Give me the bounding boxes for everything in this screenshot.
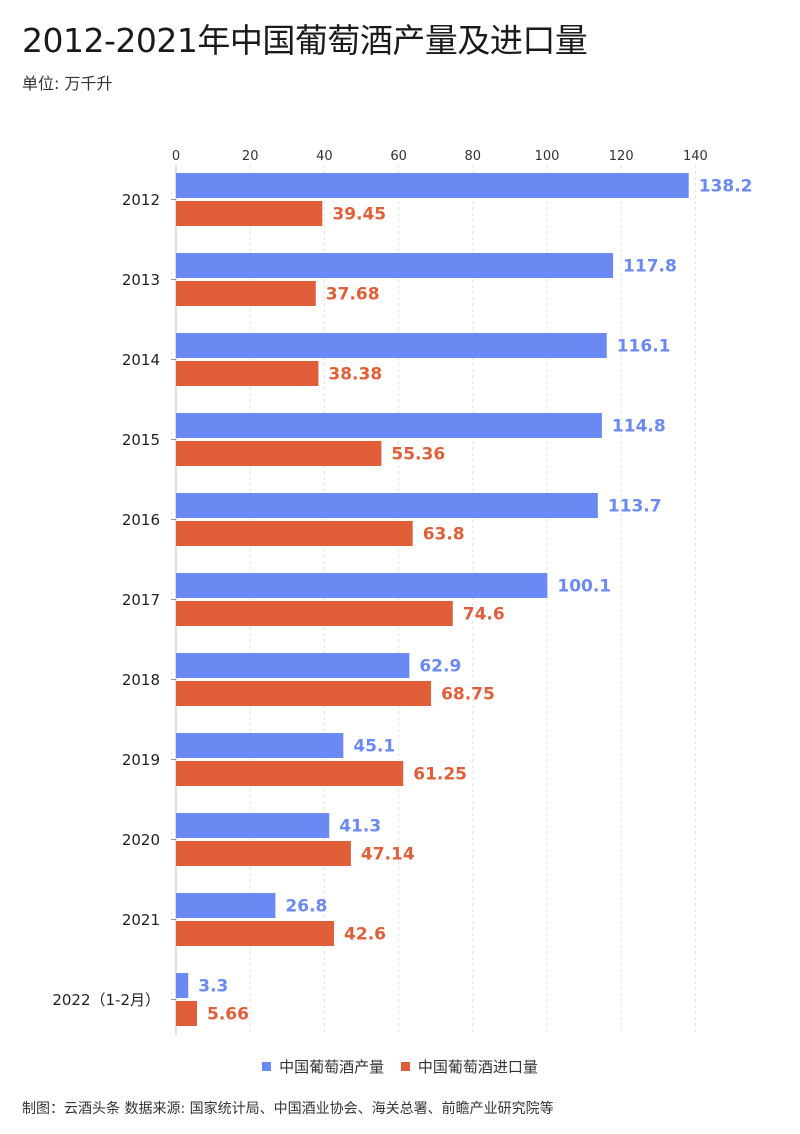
bar-chart: 0 20 40 60 80 100 120 140 2012 138.2 39.45 2013 117.… [52,149,753,1035]
bar-production [176,253,614,278]
data-label-production: 116.1 [617,337,671,357]
legend-swatch-import [400,1062,410,1071]
bar-import [176,681,432,706]
bar-import [176,921,335,946]
x-tick-label: 20 [242,149,259,164]
bar-production [176,573,548,598]
data-label-production: 117.8 [623,257,677,277]
legend-item-import: 中国葡萄酒进口量 [400,1056,538,1077]
bar-production [176,733,344,758]
bar-import [176,761,404,786]
data-label-production: 113.7 [608,497,662,517]
bar-production [176,813,330,838]
data-label-import: 61.25 [413,765,467,785]
x-tick-label: 0 [172,149,180,164]
x-tick-label: 80 [465,149,482,164]
data-label-import: 42.6 [344,925,386,945]
data-label-import: 47.14 [361,845,415,865]
data-label-production: 62.9 [419,657,461,677]
data-label-import: 38.38 [328,365,382,385]
x-tick-label: 140 [683,149,708,164]
legend-swatch-production [262,1062,272,1071]
data-label-import: 5.66 [207,1005,249,1025]
category-label: 2018 [122,671,160,689]
bar-production [176,973,189,998]
bar-production [176,173,689,198]
legend-label-production: 中国葡萄酒产量 [279,1058,385,1076]
data-label-production: 114.8 [612,417,666,437]
bar-import [176,441,382,466]
bar-import [176,1001,197,1026]
bar-import [176,281,316,306]
category-label: 2019 [122,751,160,769]
data-label-import: 55.36 [391,445,445,465]
data-label-production: 26.8 [285,897,327,917]
bar-import [176,361,319,386]
category-label: 2017 [122,591,160,609]
x-tick-label: 40 [316,149,333,164]
data-label-import: 39.45 [332,205,386,225]
data-label-production: 3.3 [198,977,228,997]
category-label: 2022（1-2月） [52,991,160,1009]
data-label-import: 74.6 [463,605,505,625]
legend: 中国葡萄酒产量 中国葡萄酒进口量 [0,1056,800,1077]
bar-production [176,333,607,358]
x-tick-label: 120 [609,149,634,164]
data-label-production: 100.1 [557,577,611,597]
category-label: 2016 [122,511,160,529]
category-label: 2015 [122,431,160,449]
data-label-production: 41.3 [339,817,381,837]
chart-title: 2012-2021年中国葡萄酒产量及进口量 [22,21,588,60]
category-label: 2014 [122,351,160,369]
x-tick-label: 100 [535,149,560,164]
bar-production [176,493,598,518]
legend-label-import: 中国葡萄酒进口量 [417,1058,538,1076]
bar-import [176,841,351,866]
category-label: 2013 [122,271,160,289]
bar-production [176,893,276,918]
category-label: 2012 [122,191,160,209]
bar-import [176,601,453,626]
x-tick-label: 60 [390,149,407,164]
legend-item-production: 中国葡萄酒产量 [262,1056,384,1077]
data-label-import: 68.75 [441,685,495,705]
data-label-import: 63.8 [423,525,465,545]
category-label: 2020 [122,831,160,849]
bar-production [176,413,602,438]
data-label-import: 37.68 [326,285,380,305]
source-footer: 制图：云酒头条 数据来源: 国家统计局、中国酒业协会、海关总署、前瞻产业研究院等 [22,1101,554,1117]
unit-label: 单位: 万千升 [22,74,113,93]
bar-import [176,201,323,226]
category-label: 2021 [122,911,160,929]
data-label-production: 45.1 [353,737,395,757]
bar-import [176,521,413,546]
data-label-production: 138.2 [699,177,753,197]
bar-production [176,653,410,678]
